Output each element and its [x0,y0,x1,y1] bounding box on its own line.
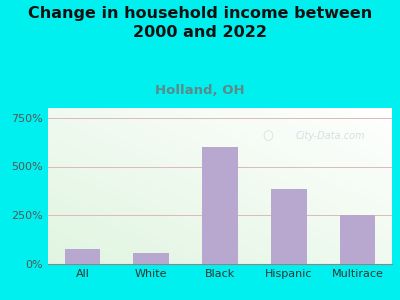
Bar [340,215,376,264]
Bar [64,249,100,264]
Bar [202,147,238,264]
Bar [271,189,307,264]
Bar [133,253,169,264]
Text: ○: ○ [263,130,274,142]
Text: Change in household income between
2000 and 2022: Change in household income between 2000 … [28,6,372,40]
Text: Holland, OH: Holland, OH [155,84,245,97]
Text: City-Data.com: City-Data.com [296,131,365,141]
